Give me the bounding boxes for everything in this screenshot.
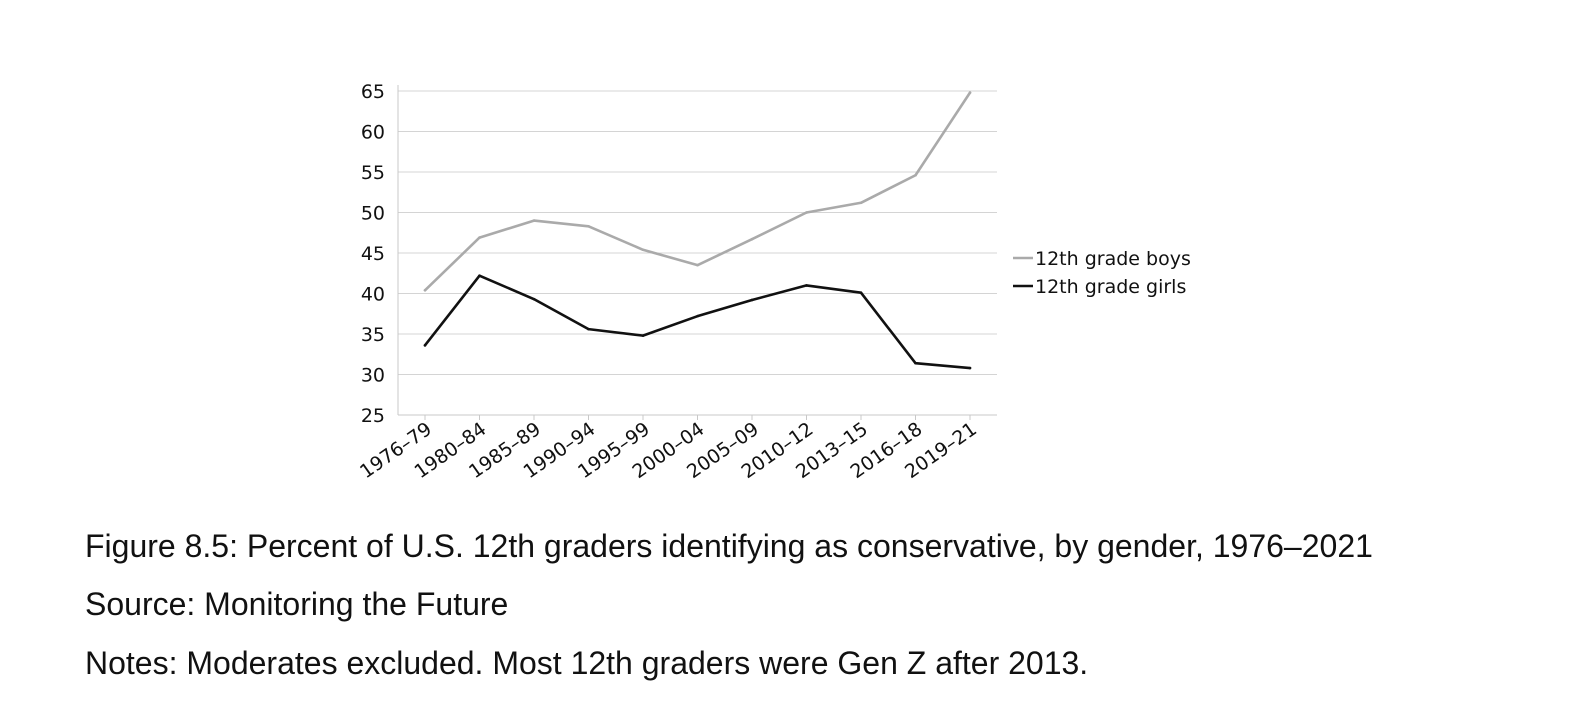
series-lines bbox=[423, 91, 972, 370]
data-point bbox=[696, 263, 699, 267]
data-point bbox=[968, 91, 972, 94]
figure-caption-source: Source: Monitoring the Future bbox=[85, 586, 509, 622]
data-point bbox=[750, 237, 754, 241]
data-point bbox=[859, 291, 863, 294]
data-point bbox=[859, 201, 863, 205]
series-line-girls bbox=[423, 274, 972, 370]
data-point bbox=[532, 297, 536, 301]
data-point bbox=[805, 284, 808, 287]
line-chart: 2530354045505560651976–791980–841985–891… bbox=[356, 81, 1191, 483]
data-point bbox=[587, 224, 590, 228]
data-point bbox=[914, 361, 917, 365]
legend-label: 12th grade boys bbox=[1035, 248, 1191, 270]
tick-labels: 2530354045505560651976–791980–841985–891… bbox=[356, 81, 981, 483]
data-point bbox=[423, 288, 427, 292]
y-tick-label: 40 bbox=[361, 284, 385, 306]
legend: 12th grade boys 12th grade girls bbox=[1013, 248, 1191, 298]
y-tick-label: 25 bbox=[361, 405, 385, 427]
data-point bbox=[641, 248, 645, 252]
data-point bbox=[696, 314, 699, 318]
figure-caption-title: Figure 8.5: Percent of U.S. 12th graders… bbox=[85, 528, 1373, 564]
data-point bbox=[478, 274, 481, 277]
data-point bbox=[423, 344, 427, 347]
y-tick-label: 45 bbox=[361, 243, 385, 265]
y-tick-label: 60 bbox=[361, 122, 385, 144]
y-tick-label: 30 bbox=[361, 365, 385, 387]
data-point bbox=[532, 219, 536, 222]
data-point bbox=[805, 211, 808, 214]
figure-caption-notes: Notes: Moderates excluded. Most 12th gra… bbox=[85, 645, 1089, 681]
y-tick-label: 65 bbox=[361, 81, 385, 103]
y-tick-label: 50 bbox=[361, 203, 385, 225]
data-point bbox=[914, 173, 917, 177]
data-point bbox=[641, 334, 645, 337]
data-point bbox=[587, 327, 590, 331]
axes bbox=[397, 85, 997, 420]
y-tick-label: 35 bbox=[361, 324, 385, 346]
y-tick-label: 55 bbox=[361, 162, 385, 184]
series-line-boys bbox=[423, 91, 972, 292]
data-point bbox=[968, 366, 972, 370]
data-point bbox=[750, 298, 754, 302]
legend-label: 12th grade girls bbox=[1035, 276, 1186, 298]
gridlines bbox=[398, 90, 997, 375]
data-point bbox=[478, 236, 481, 239]
